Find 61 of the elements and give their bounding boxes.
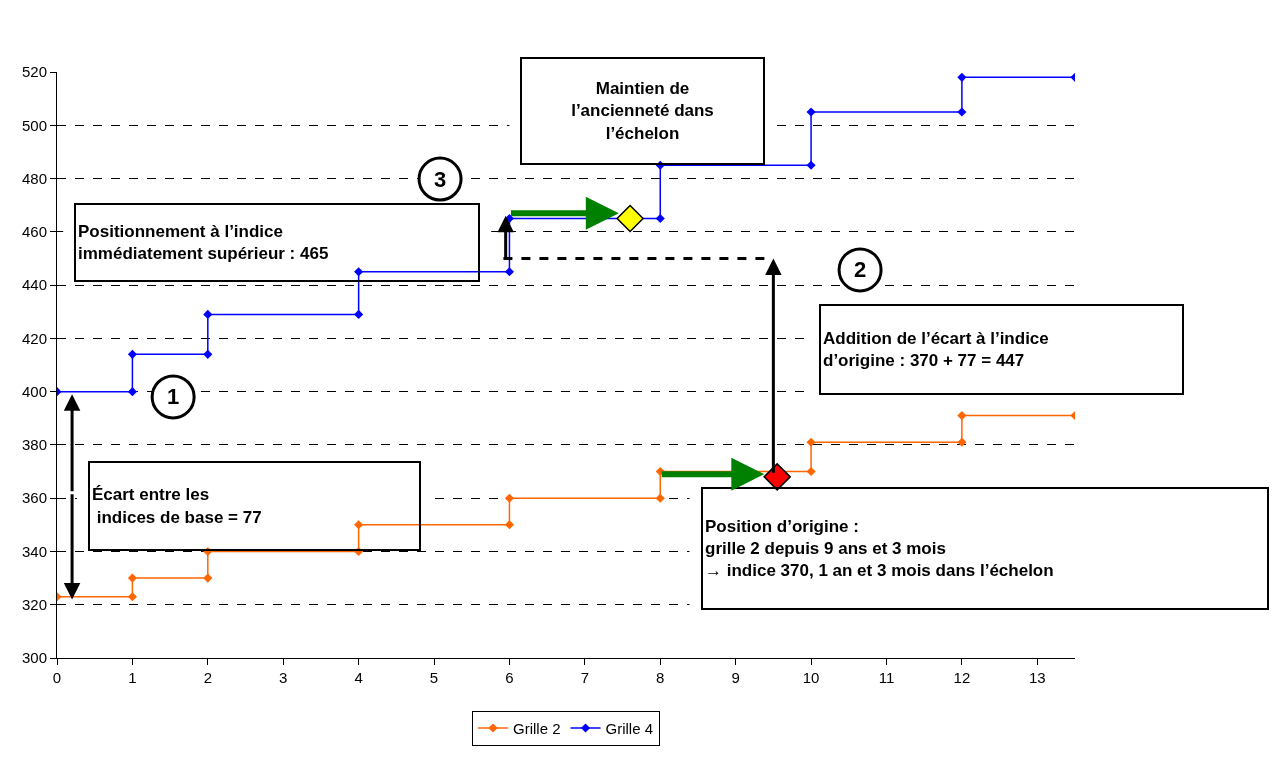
y-tick-label: 420: [21, 329, 47, 347]
x-tick-label: 9: [731, 669, 740, 686]
point: [127, 573, 137, 583]
point: [354, 520, 364, 530]
y-tick-label: 380: [21, 436, 47, 454]
x-tick-label: 8: [656, 669, 665, 686]
annotation: Maintien de l’ancienneté dans l’échelon: [571, 79, 714, 143]
point: [806, 107, 816, 117]
x-tick-label: 10: [802, 669, 820, 686]
point: [127, 349, 137, 359]
y-tick-label: 500: [21, 116, 47, 134]
y-tick-label: 340: [21, 542, 47, 560]
point: [203, 309, 213, 319]
point: [203, 349, 213, 359]
point: [616, 204, 644, 233]
legend-label: Grille 4: [605, 719, 654, 737]
annotation: Position d’origine : grille 2 depuis 9 ans et 3 mois → indice 370, 1 an et 3 mois dans l’échelon: [705, 516, 1054, 581]
point: [806, 160, 816, 170]
point: [203, 573, 213, 583]
x-tick-label: 3: [279, 669, 288, 686]
y-tick-label: 460: [21, 223, 47, 241]
x-tick-label: 4: [354, 669, 363, 686]
x-tick-label: 5: [429, 669, 439, 686]
x-tick-label: 0: [52, 669, 62, 686]
annotation: 2: [854, 257, 867, 282]
point: [957, 411, 967, 421]
point: [504, 493, 514, 503]
x-tick-label: 1: [128, 669, 137, 686]
y-tick-label: 440: [21, 276, 47, 294]
y-tick-label: 360: [21, 489, 47, 507]
point: [127, 387, 137, 397]
point: [957, 72, 967, 82]
x-tick-label: 12: [953, 669, 971, 686]
point: [655, 213, 665, 224]
annotation: Écart entre les indices de base = 77: [92, 485, 262, 527]
x-tick-label: 11: [878, 669, 895, 686]
y-tick-label: 300: [21, 649, 47, 667]
legend-label: Grille 2: [513, 719, 561, 737]
point: [806, 467, 816, 477]
x-tick-label: 2: [203, 669, 212, 686]
annotation: Addition de l’écart à l’indice d’origine : 370 + 77 = 447: [823, 328, 1049, 371]
y-tick-label: 320: [21, 595, 47, 613]
annotation: Positionnement à l’indice immédiatement supérieur : 465: [78, 221, 329, 264]
point: [504, 267, 514, 277]
point: [957, 437, 967, 447]
x-tick-label: 7: [580, 669, 590, 686]
x-tick-label: 6: [505, 669, 514, 686]
y-tick-label: 400: [21, 382, 47, 400]
point: [354, 267, 364, 277]
point: [957, 107, 967, 117]
point: [127, 592, 137, 602]
point: [806, 437, 816, 447]
point: [655, 493, 665, 503]
point: [763, 463, 791, 491]
y-tick-label: 520: [21, 63, 47, 81]
annotation: 3: [434, 167, 447, 192]
y-tick-label: 480: [21, 169, 47, 187]
point: [504, 520, 514, 530]
point: [354, 309, 364, 319]
annotation: 1: [167, 384, 180, 409]
x-tick-label: 13: [1028, 669, 1046, 686]
